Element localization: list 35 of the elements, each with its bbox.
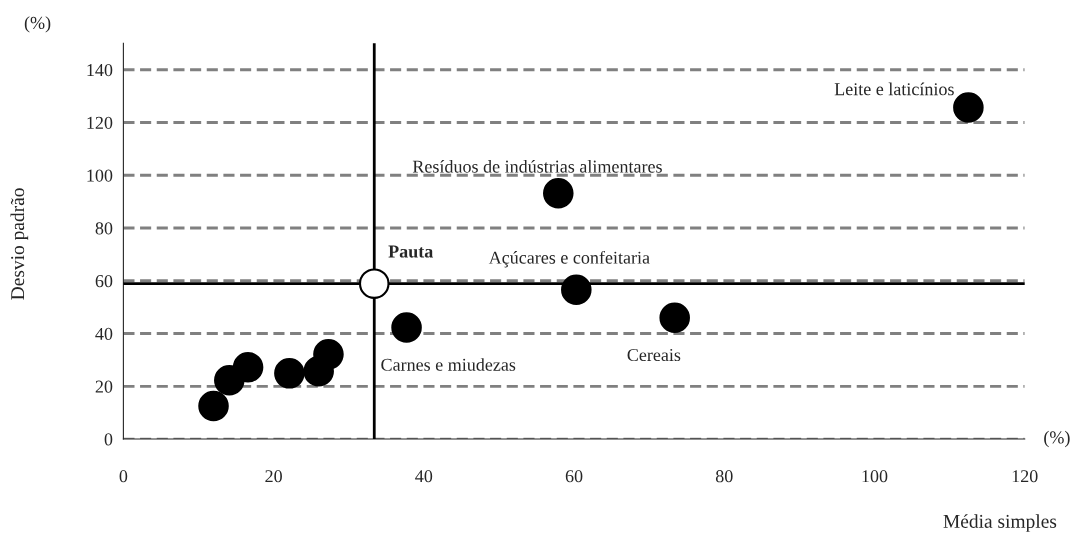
point <box>391 312 422 343</box>
point <box>198 390 229 422</box>
point <box>313 339 344 370</box>
point <box>543 177 574 209</box>
y-tick-label: 120 <box>87 116 113 129</box>
y-tick-label: 80 <box>95 222 113 235</box>
point <box>561 274 592 305</box>
annotation: Resíduos de indústrias alimentares <box>412 159 662 173</box>
x-tick-label: 40 <box>415 470 433 483</box>
x-axis-title: Média simples <box>943 514 1057 532</box>
y-tick-label: 140 <box>87 63 113 77</box>
y-tick-label: 0 <box>104 433 113 446</box>
x-tick-label: 100 <box>862 470 888 483</box>
x-tick-label: 120 <box>1012 470 1038 483</box>
y-axis-title: Desvio padrão <box>10 188 29 300</box>
text: (%) <box>1044 430 1070 448</box>
point <box>232 352 264 383</box>
annotation: Cereais <box>627 348 681 362</box>
y-tick-label: 60 <box>95 275 113 288</box>
annotation: Pauta <box>388 245 434 258</box>
annotation: Leite e laticínios <box>834 82 954 96</box>
y-tick-label: 100 <box>87 169 113 182</box>
point <box>659 302 690 333</box>
annotation: Carnes e miudezas <box>381 358 516 371</box>
point <box>358 268 390 299</box>
x-tick-label: 60 <box>565 470 583 483</box>
x-tick-label: 80 <box>715 470 733 483</box>
point <box>953 92 984 123</box>
annotation: Açúcares e confeitaria <box>488 250 650 268</box>
text: (%) <box>24 16 51 33</box>
y-tick-label: 40 <box>95 327 113 340</box>
x-tick-label: 0 <box>119 470 128 483</box>
x-tick-label: 20 <box>265 470 282 483</box>
y-tick-label: 20 <box>95 380 113 393</box>
point <box>274 358 305 389</box>
